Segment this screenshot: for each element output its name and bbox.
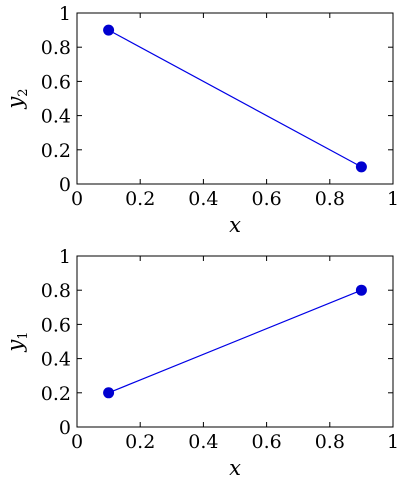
x-axis-label: x	[229, 213, 241, 237]
y-tick-label: 0	[59, 174, 71, 196]
y-axis-label-subscript: 2	[16, 88, 31, 96]
x-tick-label: 0.4	[188, 188, 218, 210]
x-tick-label: 1	[387, 431, 399, 453]
y-tick-label: 0.4	[41, 106, 71, 128]
x-tick-label: 0.2	[125, 188, 155, 210]
data-point	[355, 284, 367, 296]
y-tick-label: 0.6	[41, 314, 71, 336]
data-point	[103, 387, 115, 399]
series-line	[108, 29, 362, 168]
data-point	[355, 161, 367, 173]
y-axis-label: y1	[3, 331, 31, 352]
y-tick-label: 0.8	[41, 37, 71, 59]
y-axis-label-main: y	[3, 339, 27, 353]
y-axis-label-subscript: 1	[16, 331, 31, 339]
y-tick-label: 0.2	[41, 140, 71, 162]
x-tick-label: 0.6	[251, 431, 281, 453]
plot-frame	[76, 12, 394, 185]
x-tick-label: 0.8	[315, 188, 345, 210]
y-tick-label: 0	[59, 417, 71, 439]
x-axis-label: x	[229, 456, 241, 480]
y-axis-label: y2	[3, 88, 31, 109]
x-tick-label: 1	[387, 188, 399, 210]
data-point	[103, 24, 115, 36]
y-tick-label: 0.8	[41, 280, 71, 302]
x-tick-label: 0	[71, 431, 83, 453]
x-tick-label: 0	[71, 188, 83, 210]
y-axis-label-main: y	[3, 96, 27, 110]
series-line	[108, 289, 362, 394]
chart-top: 0 0.2 0.4 0.6 0.8 1 0 0.2 0.4 0.6 0.8 1 x y2	[3, 3, 399, 237]
y-tick-label: 0.6	[41, 71, 71, 93]
plot-frame	[76, 255, 394, 428]
x-tick-label: 0.8	[315, 431, 345, 453]
y-tick-label: 1	[59, 3, 71, 25]
y-tick-label: 0.2	[41, 383, 71, 405]
x-tick-label: 0.4	[188, 431, 218, 453]
y-tick-label: 0.4	[41, 349, 71, 371]
x-tick-label: 0.6	[251, 188, 281, 210]
y-tick-label: 1	[59, 246, 71, 268]
x-tick-label: 0.2	[125, 431, 155, 453]
